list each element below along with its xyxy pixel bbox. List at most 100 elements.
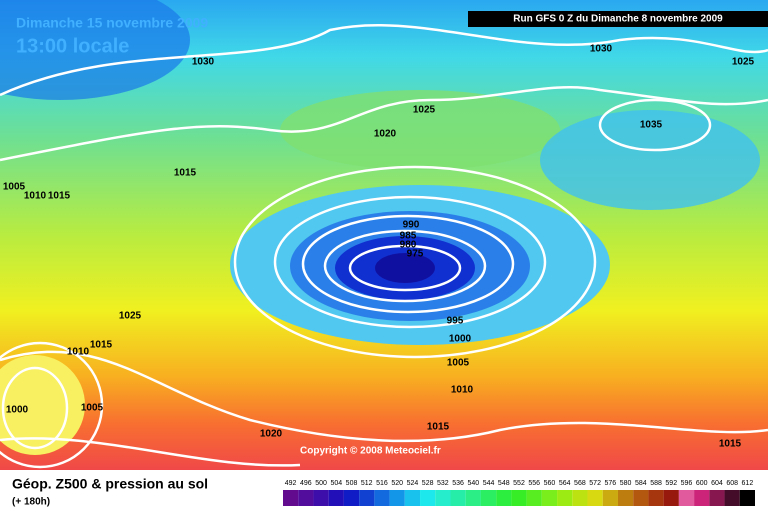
scale-label: 596 [681,480,693,487]
isobar-label: 1015 [90,340,113,351]
scale-label: 496 [300,480,312,487]
scale-label: 576 [605,480,617,487]
scale-label: 520 [391,480,403,487]
scale-swatch [587,490,603,506]
isobar-label: 1010 [451,385,474,396]
scale-swatch [541,490,558,506]
scale-swatch [526,490,542,506]
scale-label: 492 [285,480,297,487]
legend-subtitle: (+ 180h) [12,497,50,508]
scale-label: 552 [513,480,525,487]
isobar-label: 1035 [640,120,663,131]
scale-label: 612 [742,480,754,487]
scale-label: 588 [650,480,662,487]
scale-swatch [724,490,740,506]
scale-swatch [496,490,512,506]
isobar-label: 1030 [590,44,613,55]
scale-swatch [450,490,466,506]
scale-label: 528 [422,480,434,487]
scale-swatch [572,490,588,506]
scale-label: 524 [407,480,419,487]
isobar-label: 1000 [6,405,29,416]
scale-label: 556 [528,480,540,487]
scale-swatch [709,490,725,506]
scale-label: 504 [330,480,342,487]
copyright: Copyright © 2008 Meteociel.fr [300,446,441,457]
scale-label: 592 [665,480,677,487]
isobar-label: 975 [407,249,424,260]
scale-label: 568 [574,480,586,487]
isobar-label: 1020 [374,129,397,140]
field-area [280,90,560,170]
scale-label: 572 [589,480,601,487]
scale-swatch [678,490,695,506]
field-area [0,355,85,455]
scale-swatch [511,490,527,506]
isobar-label: 1010 [67,347,90,358]
scale-swatch [633,490,649,506]
isobars [0,23,768,469]
isobar-label: 1025 [732,57,755,68]
isobar-label: 1030 [192,57,215,68]
scale-label: 600 [696,480,708,487]
scale-swatch [359,490,375,506]
isobar-label: 1000 [449,334,472,345]
isobar-label: 1020 [260,429,283,440]
isobar-label: 1005 [81,403,104,414]
scale-label: 548 [498,480,510,487]
scale-label: 516 [376,480,388,487]
scale-swatch [313,490,329,506]
isobar-label: 1025 [413,105,436,116]
scale-swatch [420,490,436,506]
scale-swatch [404,490,421,506]
scale-swatch [557,490,573,506]
scale-swatch [648,490,664,506]
isobar-label: 1005 [447,358,470,369]
scale-swatch [328,490,344,506]
scale-label: 564 [559,480,571,487]
scale-label: 540 [467,480,479,487]
scale-label: 508 [346,480,358,487]
scale-swatch [480,490,497,506]
scale-label: 536 [452,480,464,487]
scale-label: 560 [544,480,556,487]
isobar-label: 1015 [427,422,450,433]
field-area [0,0,190,100]
isobar-label: 1025 [119,311,142,322]
isobar-label: 1015 [719,439,742,450]
legend-title: Géop. Z500 & pression au sol [12,476,208,492]
isobar-label: 1010 [24,191,47,202]
isobar-label: 980 [400,240,417,251]
scale-label: 544 [483,480,495,487]
scale-label: 512 [361,480,373,487]
scale-swatch [465,490,481,506]
scale-label: 580 [620,480,632,487]
scale-swatch [663,490,679,506]
forecast-date: Dimanche 15 novembre 2009 [16,15,208,31]
field-area [375,253,435,283]
scale-swatch [298,490,314,506]
forecast-time: 13:00 locale [16,35,129,57]
scale-swatch [617,490,634,506]
run-info: Run GFS 0 Z du Dimanche 8 novembre 2009 [513,14,723,25]
run-box [468,11,768,27]
isobar-label: 1015 [174,168,197,179]
scale-swatch [694,490,710,506]
scale-swatch [602,490,618,506]
scale-label: 608 [726,480,738,487]
scale-label: 604 [711,480,723,487]
isobar-label: 985 [400,231,417,242]
color-scale: 492 496 500 504 508 512 516 520 524 528 532 536 540 5… [283,480,755,506]
isobar-label: 1005 [3,182,26,193]
scale-swatch [343,490,360,506]
scale-label: 500 [315,480,327,487]
isobar-label: 990 [403,220,420,231]
scale-swatch [435,490,451,506]
scale-swatch [374,490,390,506]
scale-label: 584 [635,480,647,487]
scale-label: 532 [437,480,449,487]
scale-swatch [739,490,755,506]
scale-swatch [389,490,405,506]
